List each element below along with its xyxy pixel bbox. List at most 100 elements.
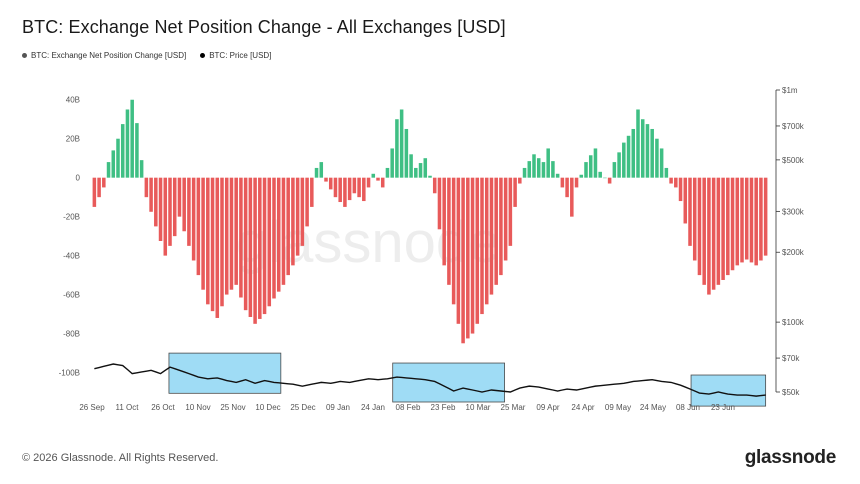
x-tick-label: 25 Dec xyxy=(290,403,315,412)
net-position-bar xyxy=(366,177,371,188)
net-position-bar xyxy=(749,177,754,263)
net-position-bar xyxy=(744,177,749,260)
net-position-bar xyxy=(527,161,532,178)
net-position-bar xyxy=(371,173,376,178)
net-position-bar xyxy=(92,177,97,207)
legend-dot-net-position xyxy=(22,53,27,58)
net-position-bar xyxy=(154,177,158,227)
net-position-bar xyxy=(220,177,224,307)
net-position-bar xyxy=(480,177,484,315)
net-position-bar xyxy=(196,177,201,276)
net-position-bar xyxy=(546,148,550,178)
net-position-bar xyxy=(158,177,163,241)
net-position-bar xyxy=(716,177,721,285)
net-position-bar xyxy=(584,162,588,178)
net-position-bar xyxy=(130,99,134,178)
net-position-bar xyxy=(409,154,413,178)
price-line-group xyxy=(94,363,766,397)
net-position-bar xyxy=(380,177,385,188)
x-tick-label: 10 Nov xyxy=(185,403,210,412)
net-position-bar xyxy=(163,177,168,256)
net-position-bar xyxy=(258,177,262,319)
left-tick-label: 0 xyxy=(76,174,81,183)
net-position-bar xyxy=(168,177,172,246)
net-position-bar xyxy=(338,177,342,203)
net-position-bar xyxy=(120,124,125,178)
net-position-bar xyxy=(508,177,513,246)
x-tick-label: 24 Apr xyxy=(571,403,594,412)
x-tick-label: 08 Jun xyxy=(676,403,700,412)
net-position-bar xyxy=(622,142,626,178)
net-position-bar xyxy=(276,177,281,292)
legend-item-net-position[interactable]: BTC: Exchange Net Position Change [USD] xyxy=(22,51,186,60)
net-position-bar xyxy=(631,128,636,178)
x-tick-label: 26 Oct xyxy=(151,403,175,412)
net-position-bar xyxy=(688,177,692,246)
net-position-bar xyxy=(607,177,612,184)
net-position-bar xyxy=(267,177,272,307)
left-tick-label: -100B xyxy=(59,369,80,378)
net-position-bar xyxy=(470,177,475,334)
net-position-bar xyxy=(579,174,584,178)
net-position-bar xyxy=(451,177,456,305)
net-position-bar xyxy=(532,154,536,178)
net-position-bar xyxy=(612,162,617,178)
net-position-bar xyxy=(650,128,654,178)
highlight-boxes xyxy=(168,352,767,407)
net-position-bar xyxy=(191,177,196,261)
x-tick-label: 10 Dec xyxy=(255,403,280,412)
net-position-bar xyxy=(248,177,253,317)
net-position-bar xyxy=(305,177,309,227)
net-position-bar xyxy=(357,177,361,198)
net-position-bar xyxy=(484,177,489,305)
net-position-bar xyxy=(740,177,744,263)
net-position-bar xyxy=(626,135,631,178)
net-position-bar xyxy=(461,177,465,344)
right-tick-label: $500k xyxy=(782,156,805,165)
x-tick-label: 10 Mar xyxy=(466,403,491,412)
x-tick-label: 09 Jan xyxy=(326,403,350,412)
net-position-bar xyxy=(97,177,101,198)
chart-title: BTC: Exchange Net Position Change - All … xyxy=(22,17,506,37)
net-position-bar xyxy=(111,150,116,178)
net-position-bar xyxy=(664,167,669,178)
x-tick-label: 26 Sep xyxy=(79,403,105,412)
net-position-bar xyxy=(555,173,560,178)
net-position-bar xyxy=(206,177,210,305)
net-position-bar xyxy=(347,177,352,201)
highlight-box-2 xyxy=(392,362,505,403)
net-position-bar xyxy=(593,148,598,178)
net-position-bar xyxy=(588,155,593,178)
net-position-bar xyxy=(281,177,286,285)
net-position-bar xyxy=(428,175,432,178)
net-position-bar xyxy=(759,177,763,261)
net-position-bar xyxy=(310,177,314,207)
net-position-bar xyxy=(598,171,602,178)
right-tick-label: $70k xyxy=(782,354,800,363)
right-tick-label: $200k xyxy=(782,248,805,257)
highlight-box-3 xyxy=(690,374,767,407)
net-position-bar xyxy=(574,177,579,188)
x-tick-label: 24 May xyxy=(640,403,666,412)
x-tick-label: 24 Jan xyxy=(361,403,385,412)
x-tick-label: 23 Feb xyxy=(431,403,456,412)
net-position-bar xyxy=(503,177,508,261)
net-position-bar xyxy=(674,177,678,188)
net-position-bar xyxy=(210,177,215,312)
net-position-bar xyxy=(518,177,522,184)
net-position-bar xyxy=(262,177,267,315)
net-position-bar xyxy=(224,177,229,295)
x-tick-label: 25 Nov xyxy=(220,403,245,412)
net-position-bar xyxy=(489,177,494,295)
net-position-bar xyxy=(106,162,111,178)
net-position-bar xyxy=(404,128,409,178)
net-position-bar xyxy=(291,177,295,266)
legend-dot-price xyxy=(200,53,206,58)
net-position-bar xyxy=(187,177,191,246)
copyright: © 2026 Glassnode. All Rights Reserved. xyxy=(22,452,219,464)
left-tick-label: -60B xyxy=(63,291,80,300)
net-position-bar xyxy=(239,177,243,298)
net-position-bar xyxy=(286,177,290,276)
legend-item-price[interactable]: BTC: Price [USD] xyxy=(200,51,271,60)
